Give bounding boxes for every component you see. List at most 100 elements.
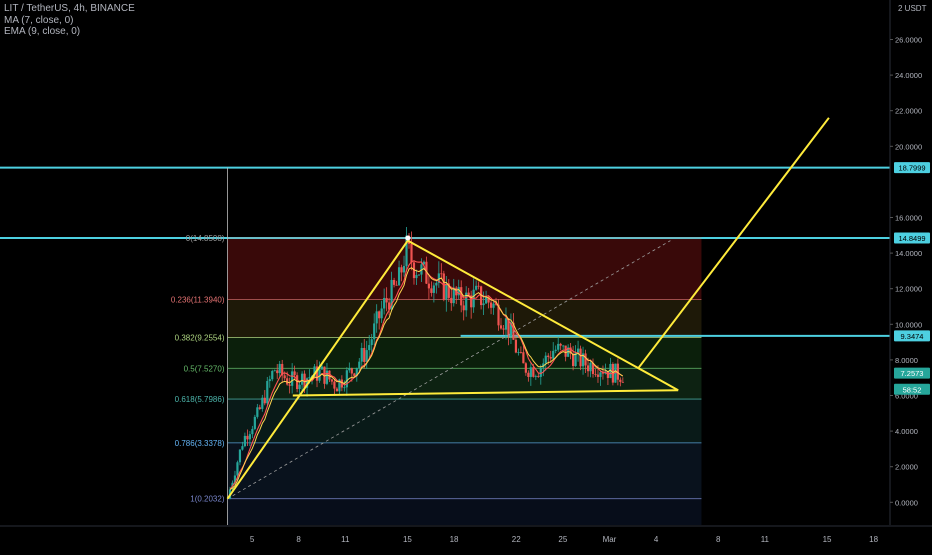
dashed-trend-line	[227, 240, 671, 500]
y-tick-label: 2.0000	[895, 463, 918, 472]
candle-body	[373, 323, 376, 340]
fib-level-label: 0.236(11.3940)	[171, 295, 225, 304]
price-tag-label: 9.3474	[901, 332, 924, 341]
candle-body	[261, 397, 264, 409]
x-tick-label: 4	[654, 535, 659, 544]
candle-body	[333, 381, 336, 389]
candle-body	[537, 375, 540, 377]
y-tick-label: 20.0000	[895, 142, 922, 151]
candle-body	[487, 297, 490, 303]
candle-body	[534, 375, 537, 377]
candle-body	[572, 353, 575, 367]
candle-body	[437, 273, 440, 283]
candle-body	[507, 318, 510, 336]
candle-body	[385, 297, 388, 303]
fib-level-label: 0.5(7.5270)	[184, 364, 225, 373]
candle-body	[286, 378, 289, 385]
anchor-dot	[405, 235, 411, 241]
candle-body	[504, 318, 508, 330]
axis-unit-label[interactable]: 2 USDT	[898, 4, 927, 13]
candle-body	[492, 303, 495, 308]
fib-level-label: 0.618(5.7986)	[175, 395, 225, 404]
y-tick-label: 24.0000	[895, 71, 922, 80]
x-tick-label: 22	[512, 535, 521, 544]
y-tick-label: 26.0000	[895, 36, 922, 45]
candle-body	[271, 371, 274, 380]
candle-body	[482, 303, 485, 306]
time-axis: 5 8 11 15 18 22 25 Mar 4 8 11 15 18	[0, 525, 932, 550]
candle-body	[405, 235, 408, 266]
candle-body	[340, 379, 343, 388]
candle-body	[348, 368, 351, 371]
x-tick-label: 11	[341, 535, 350, 544]
candle-body	[427, 283, 430, 289]
candle-body	[574, 352, 577, 367]
candle-body	[554, 349, 557, 351]
candle-body	[353, 373, 356, 376]
candle-body	[238, 449, 242, 463]
fib-band	[227, 337, 702, 369]
candle-body	[383, 297, 386, 309]
fib-retracement: 0(14.8508) 0.236(11.3940) 0.382(9.2554) 0.5…	[171, 234, 702, 504]
candle-body	[273, 370, 276, 372]
y-tick-label: 4.0000	[895, 427, 918, 436]
y-tick-label: 8.0000	[895, 356, 918, 365]
candle-body	[415, 275, 418, 279]
fib-band	[227, 498, 702, 525]
price-tag-label: 14.8499	[898, 234, 925, 243]
candle-body	[440, 273, 443, 275]
price-tag	[894, 232, 930, 244]
candle-body	[480, 286, 483, 306]
price-axis: 0.0000 2.0000 4.0000 6.0000 8.0000 10.0000 12.…	[889, 0, 932, 550]
candle-body	[502, 328, 505, 330]
candle-body	[514, 339, 518, 353]
fib-band	[227, 237, 702, 300]
candle-body	[263, 397, 266, 404]
y-tick-label: 16.0000	[895, 214, 922, 223]
candle-body	[358, 361, 361, 368]
candle-body	[236, 462, 239, 476]
candle-body	[283, 375, 286, 379]
candle-body	[375, 311, 378, 324]
x-tick-label: 18	[869, 535, 878, 544]
candle-body	[296, 375, 299, 390]
candle-body	[581, 353, 585, 367]
fib-level-label: 0(14.8508)	[186, 234, 225, 243]
y-tick-label: 6.0000	[895, 392, 918, 401]
candle-body	[392, 279, 396, 285]
candle-body	[258, 407, 261, 409]
candle-body	[417, 274, 421, 276]
candle-body	[325, 370, 329, 384]
candle-body	[281, 363, 284, 376]
candle-body	[288, 384, 291, 386]
candle-body	[430, 288, 433, 293]
candle-body	[365, 350, 368, 362]
candle-body	[395, 284, 398, 286]
symbol-label[interactable]: LIT / TetherUS, 4h, BINANCE	[4, 3, 135, 14]
price-tag	[894, 330, 930, 342]
candle-body	[305, 378, 309, 388]
candle-body	[599, 372, 602, 377]
candle-body	[579, 348, 582, 367]
ma-indicator-label[interactable]: MA (7, close, 0)	[4, 14, 74, 26]
candle-body	[569, 347, 572, 354]
projection-line	[637, 117, 830, 370]
candle-body	[397, 267, 401, 286]
y-tick-label: 22.0000	[895, 107, 922, 116]
x-tick-label: 18	[450, 535, 459, 544]
candle-body	[291, 371, 294, 386]
candle-body	[278, 363, 281, 374]
candle-body	[345, 370, 348, 388]
candle-body	[338, 379, 341, 392]
candle-body	[557, 343, 560, 350]
chart-legend: LIT / TetherUS, 4h, BINANCE MA (7, close…	[4, 3, 135, 38]
fib-band	[227, 299, 702, 338]
candle-body	[320, 366, 324, 370]
fib-level-label: 0.382(9.2554)	[175, 334, 225, 343]
candle-body	[589, 362, 592, 372]
candle-body	[614, 363, 617, 383]
ema-indicator-label[interactable]: EMA (9, close, 0)	[4, 26, 81, 37]
candle-body	[601, 372, 605, 374]
